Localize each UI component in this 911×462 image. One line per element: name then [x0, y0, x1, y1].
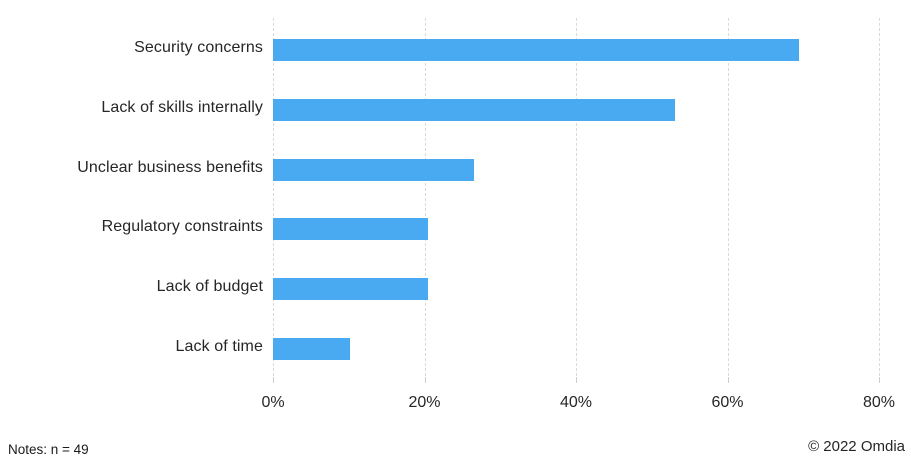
category-label: Lack of skills internally — [101, 98, 263, 116]
x-axis: 0% 20% 40% 60% 80% — [261, 394, 895, 416]
category-label: Security concerns — [134, 38, 263, 56]
x-tick-label: 0% — [261, 394, 285, 411]
bar — [273, 278, 428, 301]
bar — [273, 338, 351, 361]
category-label: Unclear business benefits — [77, 158, 263, 176]
x-tick-label: 40% — [559, 394, 593, 411]
axis-tick — [879, 377, 880, 383]
notes-text: Notes: n = 49 — [8, 442, 89, 457]
gridline — [576, 18, 577, 377]
axis-tick — [727, 377, 729, 383]
axis-tick — [576, 377, 577, 383]
gridline — [424, 18, 426, 377]
axis-tick — [273, 377, 274, 383]
axis-tick — [424, 377, 426, 383]
plot-area — [273, 18, 880, 383]
x-tick-label: 80% — [862, 394, 896, 411]
category-labels: Security concerns Lack of skills internal… — [0, 18, 263, 377]
copyright-text: © 2022 Omdia — [808, 438, 905, 455]
bar — [273, 158, 474, 181]
gridline — [273, 18, 274, 377]
gridline — [879, 18, 880, 377]
x-tick-label: 60% — [711, 394, 744, 411]
x-tick-label: 20% — [408, 394, 441, 411]
bar — [273, 218, 428, 241]
category-label: Lack of time — [175, 338, 263, 356]
bar — [273, 98, 676, 121]
category-label: Lack of budget — [156, 278, 263, 296]
category-label: Regulatory constraints — [101, 218, 263, 236]
gridline — [727, 18, 729, 377]
bar — [273, 38, 799, 61]
